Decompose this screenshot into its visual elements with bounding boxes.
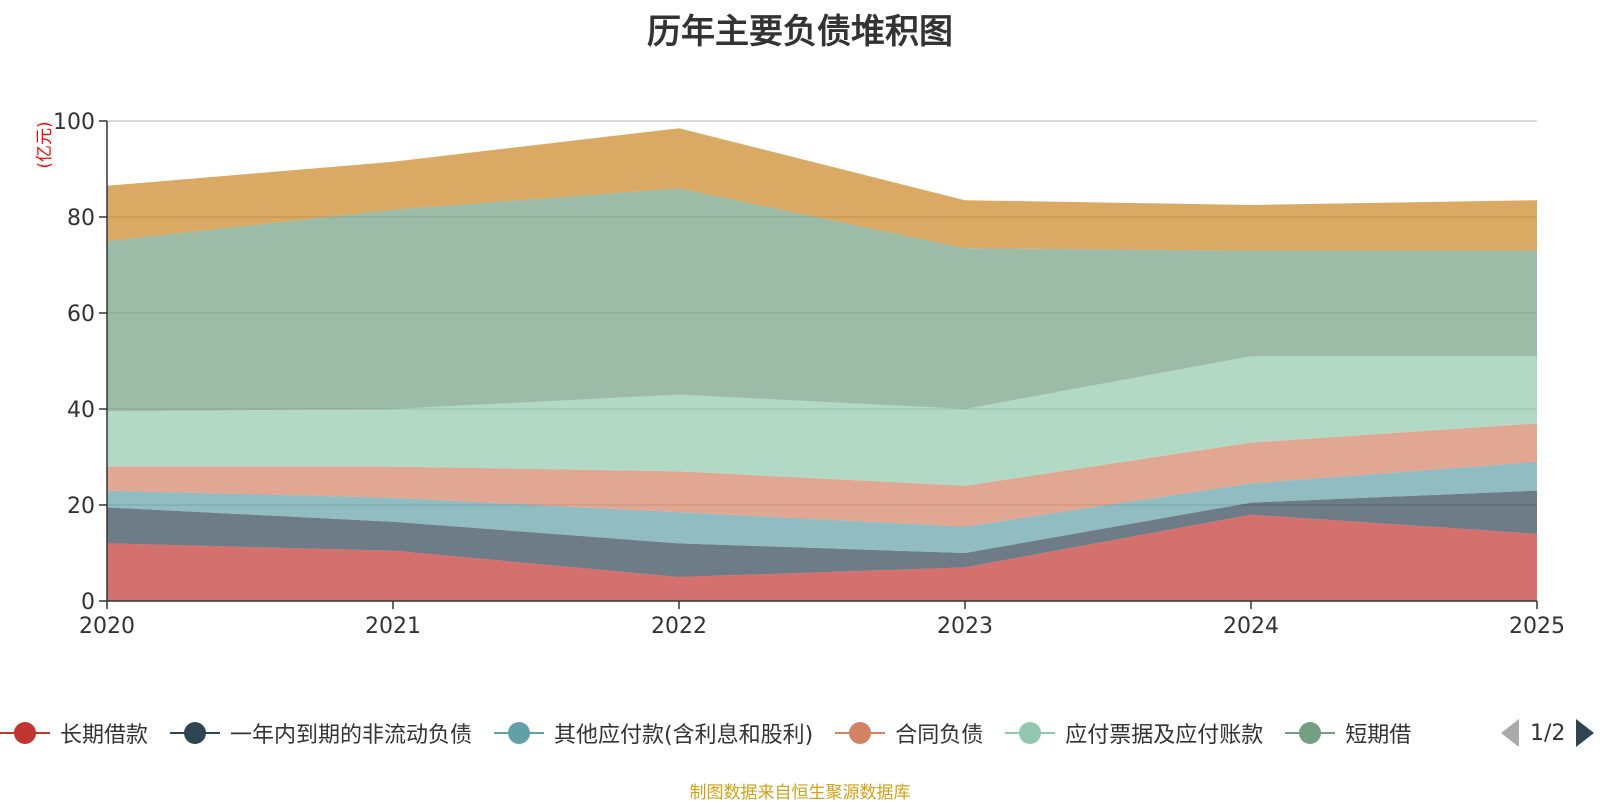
area-layer	[107, 128, 1537, 601]
axis-layer: 0 20 40 60 80 100 2020 2021 2022 2023 2024 2025	[53, 110, 1565, 639]
legend-marker-icon	[1285, 722, 1336, 744]
x-tick-label: 2022	[651, 614, 707, 639]
x-tick-label: 2024	[1223, 614, 1279, 639]
prev-page-icon[interactable]	[1500, 718, 1520, 748]
legend-item[interactable]: 其他应付款(含利息和股利)	[494, 716, 813, 750]
legend-item[interactable]: 长期借款	[0, 716, 148, 750]
unit-label: (亿元)	[35, 121, 55, 168]
legend-label: 其他应付款(含利息和股利)	[554, 723, 814, 748]
chart-title: 历年主要负债堆积图	[647, 12, 953, 52]
legend-marker-icon	[494, 722, 545, 744]
legend-label: 应付票据及应付账款	[1065, 723, 1264, 748]
legend-item[interactable]: 应付票据及应付账款	[1005, 716, 1263, 750]
y-tick-label: 40	[67, 398, 95, 423]
legend-marker-icon	[170, 722, 221, 744]
legend-label: 一年内到期的非流动负债	[230, 723, 473, 748]
legend-pager: 1/2	[1500, 716, 1595, 750]
x-tick-label: 2023	[937, 614, 993, 639]
legend-marker-icon	[1005, 722, 1056, 744]
data-source-note: 制图数据来自恒生聚源数据库	[689, 783, 911, 803]
area-series-2	[107, 461, 1537, 553]
legend-label: 短期借	[1345, 723, 1412, 748]
y-tick-label: 80	[67, 206, 95, 231]
legend-items: 长期借款 一年内到期的非流动负债 其他应付款(含利息和股利) 合同负债 应付票据及应付账…	[0, 716, 1477, 750]
area-series-3	[107, 423, 1537, 527]
x-tick-label: 2025	[1509, 614, 1565, 639]
area-series-6	[107, 128, 1537, 251]
legend-label: 长期借款	[60, 723, 149, 748]
y-tick-label: 60	[67, 302, 95, 327]
legend: 长期借款 一年内到期的非流动负债 其他应付款(含利息和股利) 合同负债 应付票据及应付账…	[0, 716, 1600, 750]
y-tick-label: 0	[81, 590, 95, 615]
area-series-5	[107, 188, 1537, 412]
legend-marker-icon	[835, 722, 886, 744]
area-series-1	[107, 490, 1537, 577]
legend-item[interactable]: 合同负债	[835, 716, 983, 750]
x-tick-label: 2021	[365, 614, 421, 639]
legend-label: 合同负债	[895, 723, 984, 748]
y-tick-label: 100	[53, 110, 95, 135]
area-series-4	[107, 356, 1537, 486]
x-tick-label: 2020	[79, 614, 135, 639]
chart-canvas: 0 20 40 60 80 100 2020 2021 2022 2023 2024 2025 (亿元…	[35, 110, 1565, 639]
area-series-0	[107, 514, 1537, 601]
legend-item[interactable]: 短期借	[1285, 716, 1411, 750]
legend-page-indicator: 1/2	[1530, 720, 1566, 746]
legend-marker-icon	[0, 722, 50, 744]
y-tick-label: 20	[67, 494, 95, 519]
legend-item[interactable]: 一年内到期的非流动负债	[170, 716, 472, 750]
next-page-icon[interactable]	[1575, 718, 1595, 748]
